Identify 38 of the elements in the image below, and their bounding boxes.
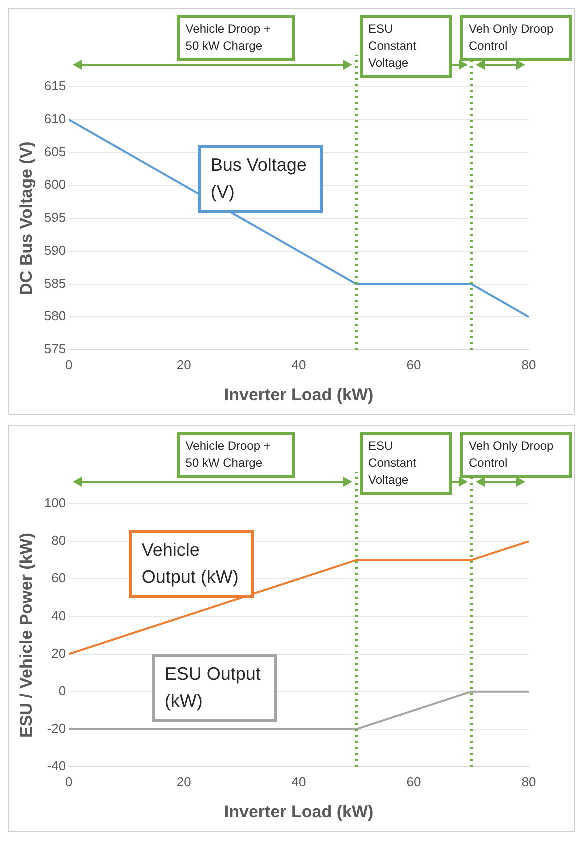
y-tick-label: -40 <box>47 758 66 774</box>
y-tick-label: 0 <box>58 683 66 698</box>
y-tick-label: 610 <box>44 111 66 126</box>
y-tick-label: 60 <box>52 570 66 586</box>
y-axis-title: DC Bus Voltage (V) <box>16 142 36 296</box>
y-tick-label: 575 <box>44 342 66 357</box>
y-tick-label: -20 <box>47 721 66 736</box>
text: Vehicle Droop + 50 kW Charge <box>176 432 295 478</box>
series-label: Vehicle Output (kW) <box>128 530 254 598</box>
x-tick-label: 20 <box>176 357 192 372</box>
y-tick-label: 80 <box>52 533 66 548</box>
x-tick-label: 20 <box>176 774 192 790</box>
y-tick-label: 590 <box>44 242 66 258</box>
text: ESU Constant Voltage <box>360 432 452 495</box>
x-tick-label: 60 <box>406 774 422 790</box>
y-tick-label: 595 <box>44 210 66 226</box>
y-tick-label: 605 <box>44 144 66 160</box>
text: Veh Only Droop Control <box>460 432 572 478</box>
x-tick-label: 40 <box>292 357 306 372</box>
x-tick-label: 40 <box>292 774 306 790</box>
y-tick-label: 580 <box>44 308 66 324</box>
y-tick-label: 100 <box>44 496 66 511</box>
y-tick-label: 600 <box>44 177 66 192</box>
x-axis-title: Inverter Load (kW) <box>224 385 374 404</box>
text: Vehicle Droop + 50 kW Charge <box>176 15 295 61</box>
x-tick-label: 60 <box>406 357 422 372</box>
y-tick-label: 20 <box>52 646 66 661</box>
x-tick-label: 80 <box>522 357 536 372</box>
series-label: ESU Output (kW) <box>152 654 277 722</box>
y-axis-title: ESU / Vehicle Power (kW) <box>16 532 36 738</box>
y-tick-label: 40 <box>52 608 66 624</box>
series-label: Bus Voltage (V) <box>198 144 323 213</box>
text: Veh Only Droop Control <box>460 15 572 61</box>
x-tick-label: 80 <box>522 774 536 790</box>
x-axis-title: Inverter Load (kW) <box>224 802 374 822</box>
y-tick-label: 585 <box>44 276 66 291</box>
y-tick-label: 615 <box>44 78 66 94</box>
text: ESU Constant Voltage <box>360 15 452 78</box>
